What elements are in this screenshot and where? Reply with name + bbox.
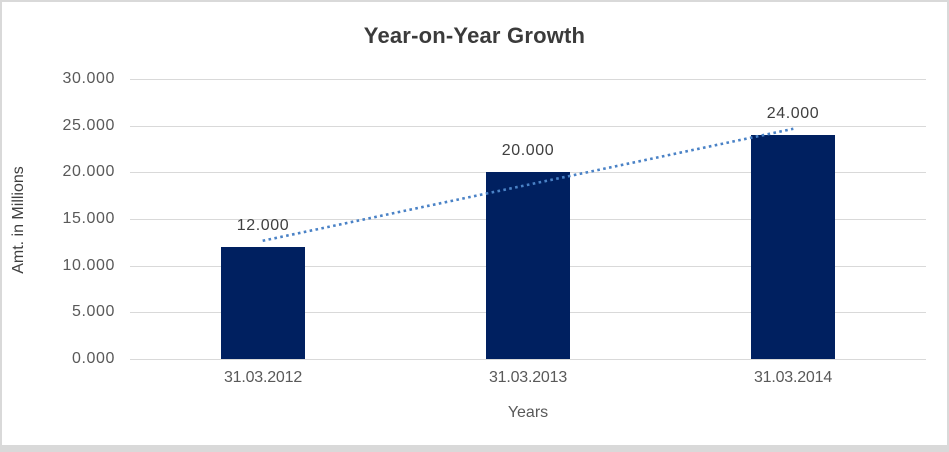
x-tick-label: 31.03.2013 <box>488 369 568 386</box>
y-tick-label: 25.000 <box>62 117 115 134</box>
chart-title: Year-on-Year Growth <box>363 23 586 48</box>
y-tick-label: 30.000 <box>62 70 115 87</box>
trendline <box>262 127 794 243</box>
data-label: 24.000 <box>766 105 820 122</box>
plot-area: 12.000 20.000 24.000 <box>130 79 926 360</box>
x-tick-label: 31.03.2012 <box>223 369 303 386</box>
bar-31.03.2013 <box>486 172 570 359</box>
x-axis-line <box>130 359 926 360</box>
gridline <box>130 126 926 127</box>
x-axis-title: Years <box>507 404 549 421</box>
data-label: 12.000 <box>236 217 290 234</box>
y-tick-label: 5.000 <box>71 303 115 320</box>
x-tick-label: 31.03.2014 <box>753 369 833 386</box>
data-label: 20.000 <box>501 142 555 159</box>
bar-31.03.2012 <box>221 247 305 359</box>
y-tick-label: 10.000 <box>62 257 115 274</box>
y-tick-label: 0.000 <box>71 350 115 367</box>
y-tick-label: 20.000 <box>62 163 115 180</box>
y-tick-label: 15.000 <box>62 210 115 227</box>
bar-31.03.2014 <box>751 135 835 359</box>
gridline <box>130 79 926 80</box>
